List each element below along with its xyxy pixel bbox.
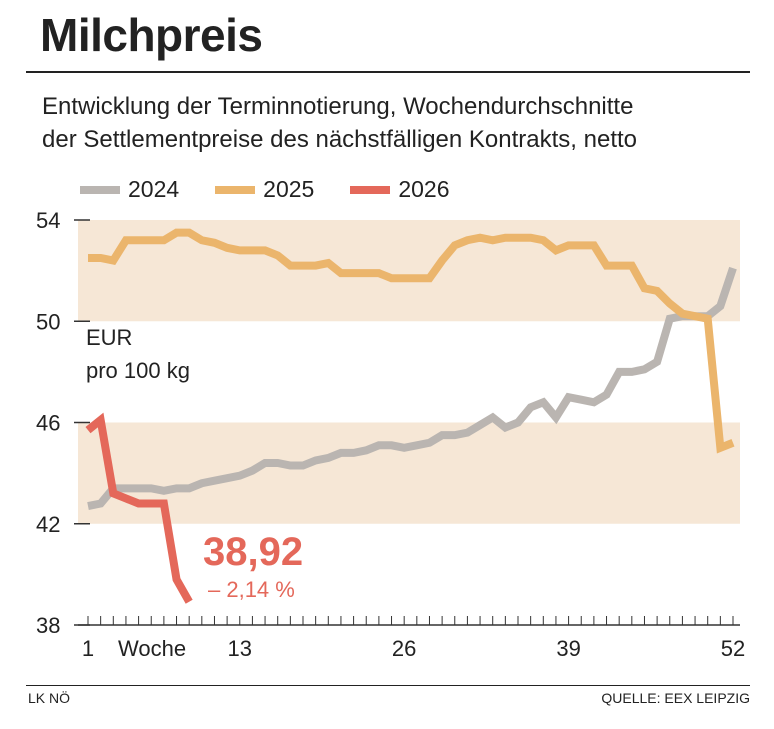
series-line-2024 [87,266,737,510]
change-label: – 2,14 % [208,577,295,602]
band [78,422,740,524]
x-tick-label: 39 [556,636,580,661]
subtitle-line-1: Entwicklung der Terminnotierung, Wochend… [42,93,634,120]
series-line-2026 [85,412,193,604]
subtitle-line-2: der Settlementpreise des nächstfälligen … [42,126,638,153]
y-unit-label: pro 100 kg [86,358,190,383]
band [78,220,740,322]
y-tick-label: 46 [36,411,60,436]
footer-source: QUELLE: EEX LEIPZIG [601,690,750,706]
y-unit-label: EUR [86,325,132,350]
x-tick-label: 52 [721,636,745,661]
x-axis-label: Woche [118,636,186,661]
legend: 2024 2025 2026 [80,176,450,203]
legend-item-2025: 2025 [215,176,314,203]
legend-swatch [350,185,391,194]
x-tick-label: 1 [82,636,94,661]
legend-swatch [80,185,120,194]
top-divider [26,71,750,73]
page-title: Milchpreis [40,9,263,61]
footer-left: LK NÖ [28,690,71,706]
y-tick-label: 42 [36,512,60,537]
legend-label: 2024 [128,176,180,202]
x-tick-label: 26 [392,636,416,661]
legend-item-2024: 2024 [80,176,179,203]
subtitle: Entwicklung der Terminnotierung, Wochend… [42,90,637,156]
series-line-2025 [88,228,735,454]
y-tick-label: 54 [36,208,60,233]
legend-swatch [215,185,256,194]
legend-label: 2025 [263,176,315,202]
x-tick-label: 13 [228,636,252,661]
bottom-divider [26,685,750,686]
y-tick-label: 38 [36,613,60,638]
legend-item-2026: 2026 [350,176,450,203]
latest-value-label: 38,92 [203,530,303,574]
legend-label: 2026 [398,176,450,202]
y-tick-label: 50 [36,309,60,334]
